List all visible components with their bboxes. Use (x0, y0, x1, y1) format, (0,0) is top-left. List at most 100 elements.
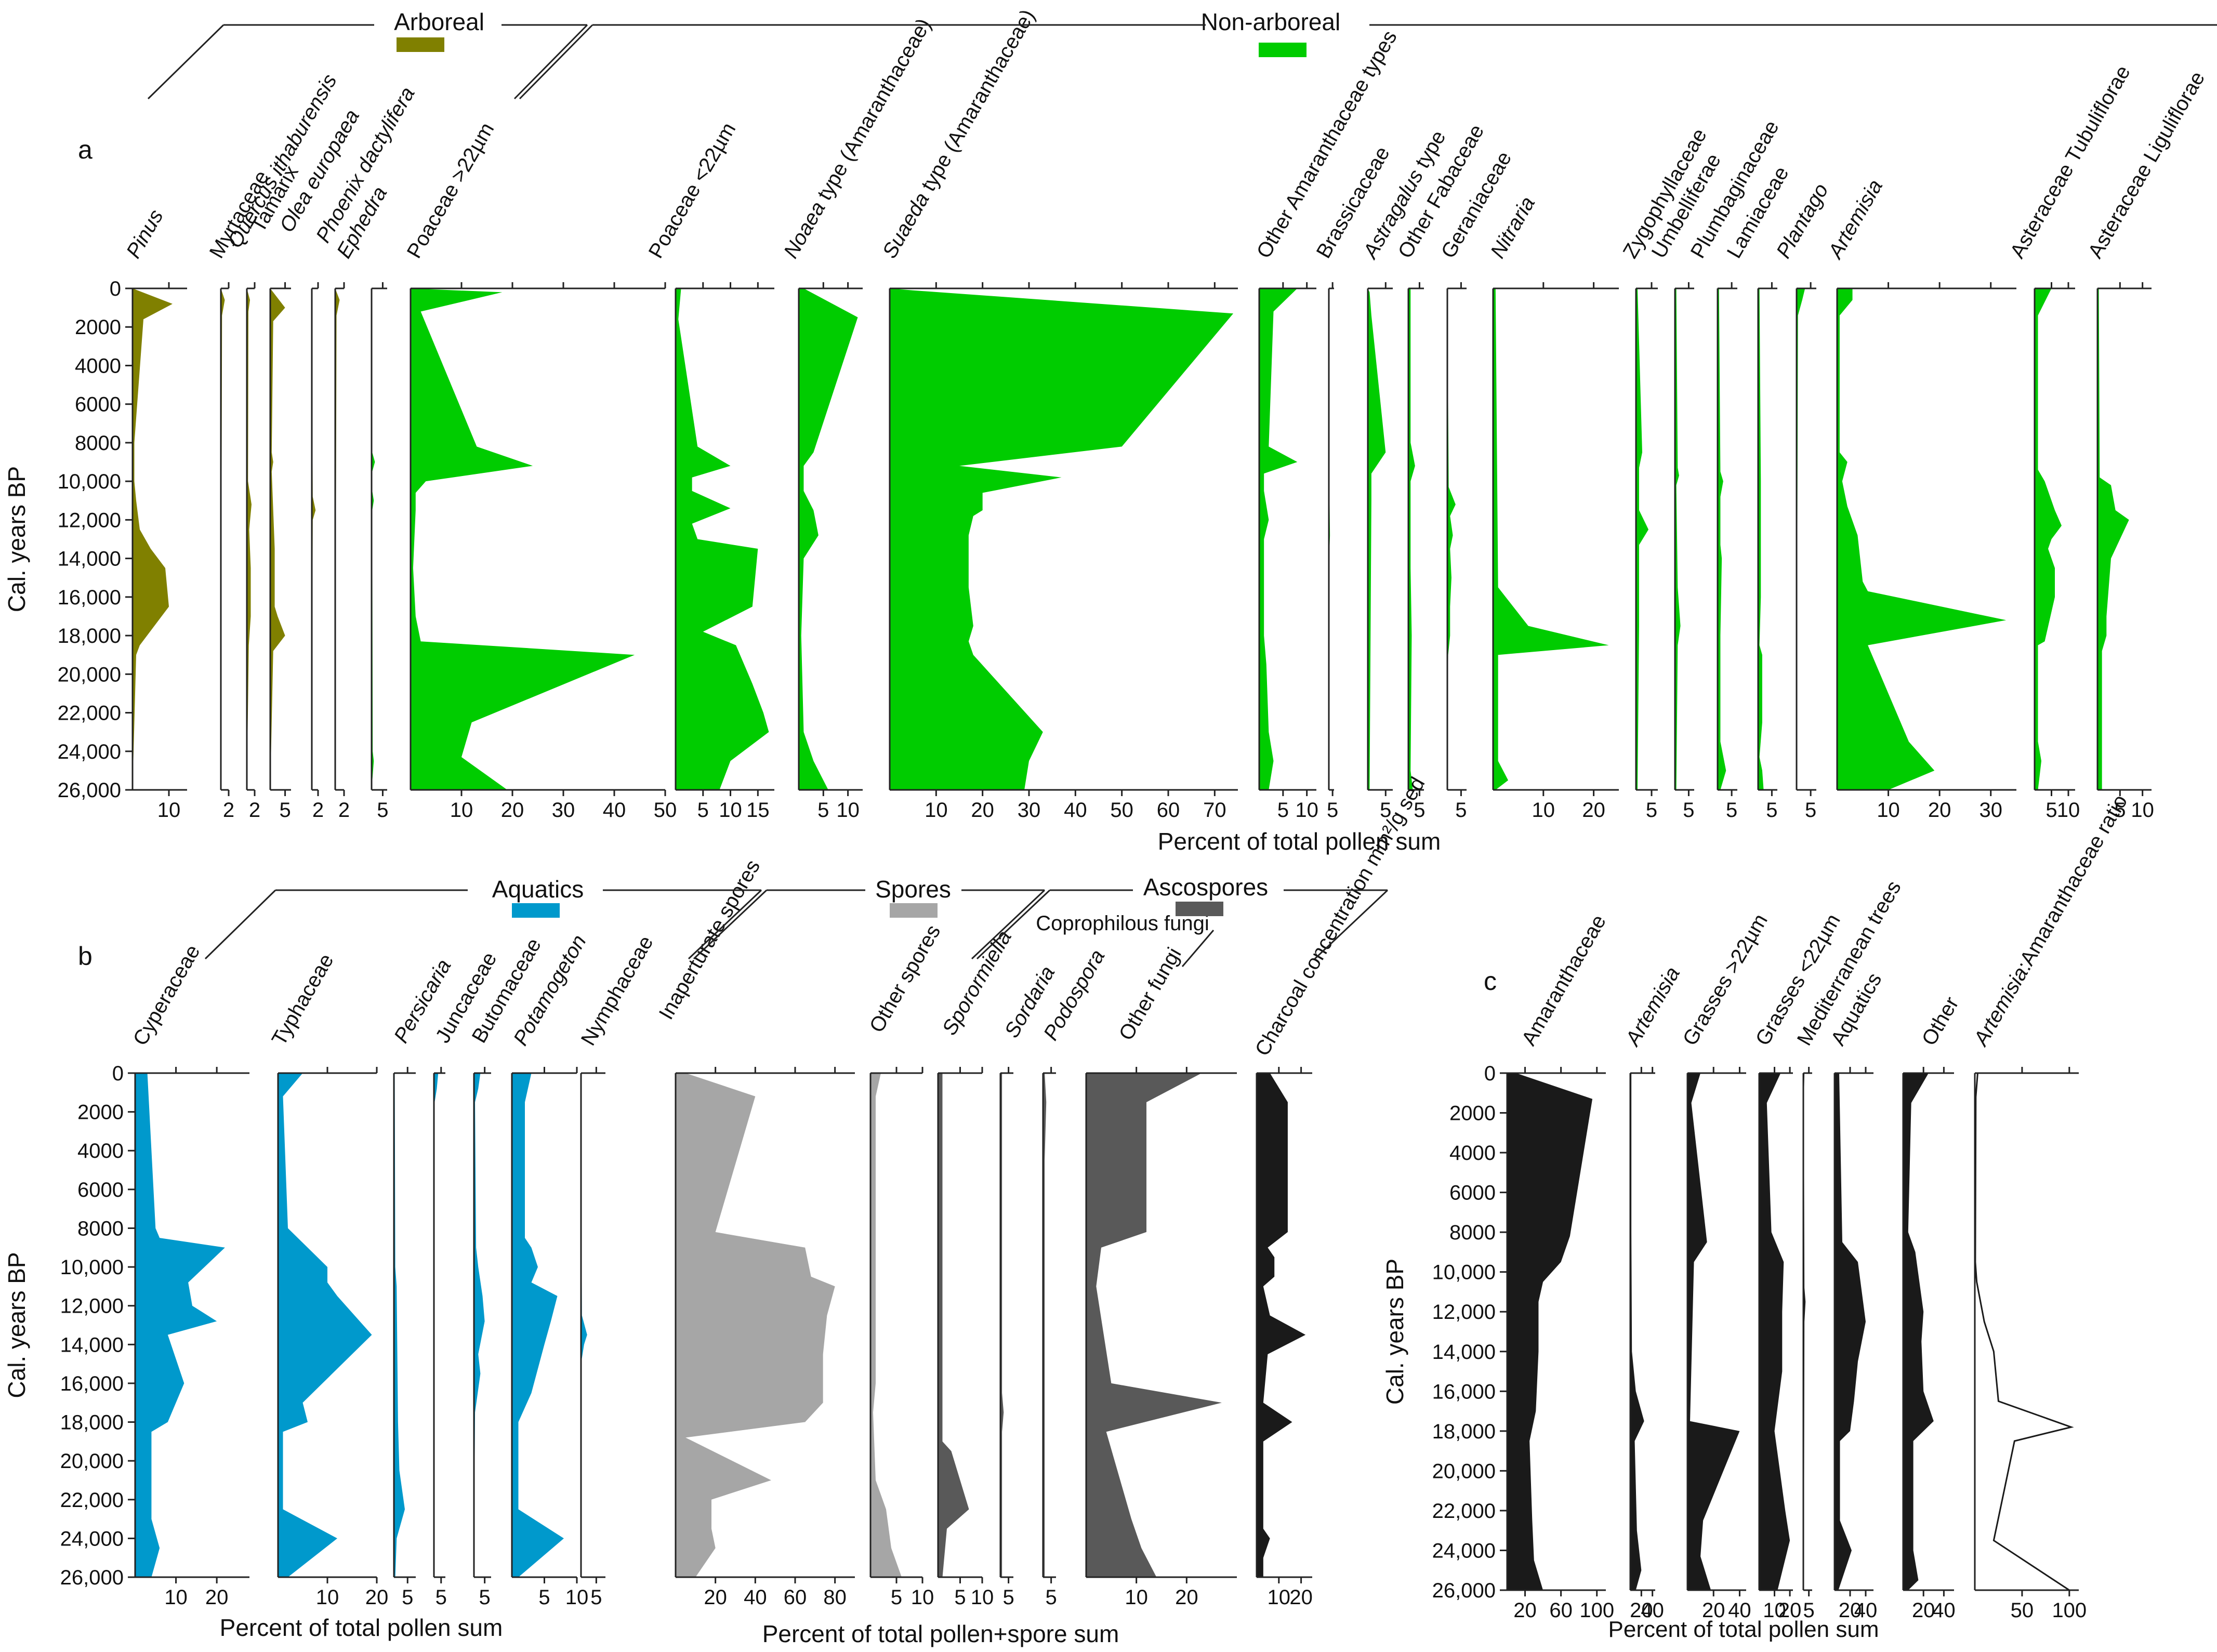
x-tick-label-poaceae-22um: 15 (746, 799, 770, 822)
area-geraniaceae (1447, 288, 1456, 790)
x-tick-label-suaeda-type-amaranthaceae: 30 (1018, 799, 1041, 822)
area-grasses-22um (1759, 1073, 1790, 1590)
y-tick-label-a: 6000 (75, 393, 121, 416)
x-tick-label-asteraceae-tubuliflorae: 10 (2057, 799, 2080, 822)
x-tick-label-zygophyllaceae: 5 (1646, 799, 1657, 822)
area-other-amaranthaceae-types (1259, 288, 1298, 790)
x-tick-label-cyperaceae: 20 (205, 1586, 229, 1609)
area-other-fungi (1086, 1073, 1222, 1577)
x-tick-label-ephedra: 5 (377, 799, 388, 822)
poaceae-22um-label: Poaceae >22µm (403, 119, 499, 262)
y-tick-label-b: 8000 (77, 1217, 124, 1240)
x-tick-label-butomaceae: 5 (479, 1586, 491, 1609)
group-label-aquatics: Aquatics (492, 876, 584, 903)
legend-swatch-arboreal (397, 37, 444, 52)
area-poaceae-22um (676, 288, 769, 790)
x-tick-label-poaceae-22um: 30 (552, 799, 575, 822)
x-tick-label-sporormiella: 5 (954, 1586, 966, 1609)
y-tick-label-b: 4000 (77, 1140, 124, 1162)
x-tick-label-tamarix: 5 (279, 799, 291, 822)
x-tick-label-grasses-22um: 20 (1778, 1599, 1802, 1622)
y-tick-label-c: 14,000 (1432, 1341, 1496, 1364)
x-tick-label-inaperturate-spores: 20 (704, 1586, 727, 1609)
y-tick-label-c: 18,000 (1432, 1420, 1496, 1443)
area-typhaceae (278, 1073, 372, 1577)
x-tick-label-olea-europaea: 2 (312, 799, 324, 822)
y-tick-label-b: 2000 (77, 1101, 124, 1124)
group-label-spores: Spores (875, 876, 951, 903)
y-tick-label-b: 12,000 (60, 1295, 124, 1318)
x-axis-title-b-spores: Percent of total pollen+spore sum (762, 1620, 1119, 1647)
x-tick-label-myrtaceae: 2 (223, 799, 234, 822)
x-tick-label-asteraceae-tubuliflorae: 5 (2046, 799, 2057, 822)
x-tick-label-amaranthaceae: 60 (1549, 1599, 1573, 1622)
x-tick-label-amaranthaceae: 100 (1579, 1599, 1614, 1622)
y-tick-label-a: 22,000 (58, 702, 121, 725)
x-tick-label-artemisia: 40 (1641, 1599, 1664, 1622)
group-label-nonarboreal: Non-arboreal (1201, 8, 1340, 35)
x-tick-label-sporormiella: 10 (971, 1586, 994, 1609)
panel-label-c: c (1484, 967, 1497, 996)
y-tick-label-a: 2000 (75, 316, 121, 339)
x-tick-label-umbelliferae: 5 (1683, 799, 1694, 822)
x-tick-label-persicaria: 5 (402, 1586, 413, 1609)
y-tick-label-c: 8000 (1449, 1221, 1496, 1244)
y-tick-label-c: 6000 (1449, 1182, 1496, 1205)
x-tick-label-grasses-22um: 20 (1702, 1599, 1725, 1622)
podospora-label: Podospora (1039, 946, 1110, 1045)
area-other (1903, 1073, 1934, 1590)
x-tick-label-aquatics: 20 (1839, 1599, 1862, 1622)
x-tick-label-artemisia: 20 (1630, 1599, 1653, 1622)
y-tick-label-a: 0 (110, 277, 121, 300)
x-tick-label-other: 20 (1912, 1599, 1935, 1622)
group-label-ascospores: Ascospores (1143, 874, 1268, 901)
y-tick-label-b: 14,000 (60, 1333, 124, 1356)
x-axis-title-a: Percent of total pollen sum (1158, 828, 1441, 855)
area-aquatics (1835, 1073, 1866, 1590)
area-potamogeton (512, 1073, 564, 1577)
area-butomaceae (474, 1073, 485, 1577)
x-tick-label-other: 40 (1932, 1599, 1956, 1622)
artemisia-label: Artemisia (1621, 963, 1684, 1050)
y-axis-title-b: Cal. years BP (3, 1252, 30, 1398)
x-tick-label-grasses-22um: 10 (1763, 1599, 1786, 1622)
x-tick-label-noaea-type-amaranthaceae: 5 (817, 799, 829, 822)
area-noaea-type-amaranthaceae (799, 288, 858, 790)
y-tick-label-a: 14,000 (58, 548, 121, 571)
area-persicaria (394, 1073, 405, 1577)
typhaceae-label: Typhaceae (268, 950, 338, 1049)
y-tick-label-a: 4000 (75, 354, 121, 377)
x-tick-label-inaperturate-spores: 40 (744, 1586, 767, 1609)
x-tick-label-poaceae-22um: 50 (654, 799, 677, 822)
y-tick-label-b: 0 (112, 1062, 124, 1085)
y-tick-label-b: 22,000 (60, 1489, 124, 1512)
area-nymphaceae (581, 1073, 587, 1577)
area-pinus (133, 288, 173, 790)
area-plantago (1797, 288, 1805, 790)
x-tick-label-inaperturate-spores: 60 (784, 1586, 807, 1609)
legend-swatch-aquatics (512, 903, 560, 918)
x-tick-label-typhaceae: 10 (316, 1586, 339, 1609)
x-tick-label-suaeda-type-amaranthaceae: 10 (925, 799, 948, 822)
x-tick-label-sordaria: 5 (1003, 1586, 1014, 1609)
y-tick-label-c: 24,000 (1432, 1539, 1496, 1562)
bracket-ascospores-diag2 (1314, 889, 1389, 960)
y-tick-label-a: 8000 (75, 432, 121, 455)
area-sporormiella (938, 1073, 969, 1577)
y-tick-label-c: 0 (1484, 1062, 1496, 1085)
y-tick-label-b: 26,000 (60, 1566, 124, 1589)
x-tick-label-suaeda-type-amaranthaceae: 70 (1203, 799, 1226, 822)
y-tick-label-b: 18,000 (60, 1411, 124, 1434)
area-poaceae-22um (411, 288, 635, 790)
x-tick-label-amaranthaceae: 20 (1513, 1599, 1537, 1622)
x-tick-label-potamogeton: 5 (538, 1586, 550, 1609)
area-charcoal-concentration-mm-g-sed (1257, 1073, 1306, 1577)
y-tick-label-a: 18,000 (58, 625, 121, 647)
y-tick-label-a: 12,000 (58, 509, 121, 532)
area-podospora (1043, 1073, 1047, 1577)
x-tick-label-phoenix-dactylifera: 2 (338, 799, 350, 822)
x-tick-label-quercus-ithaburensis: 2 (249, 799, 260, 822)
x-tick-label-other-spores: 5 (891, 1586, 902, 1609)
y-tick-label-c: 4000 (1449, 1142, 1496, 1165)
x-tick-label-suaeda-type-amaranthaceae: 60 (1157, 799, 1180, 822)
